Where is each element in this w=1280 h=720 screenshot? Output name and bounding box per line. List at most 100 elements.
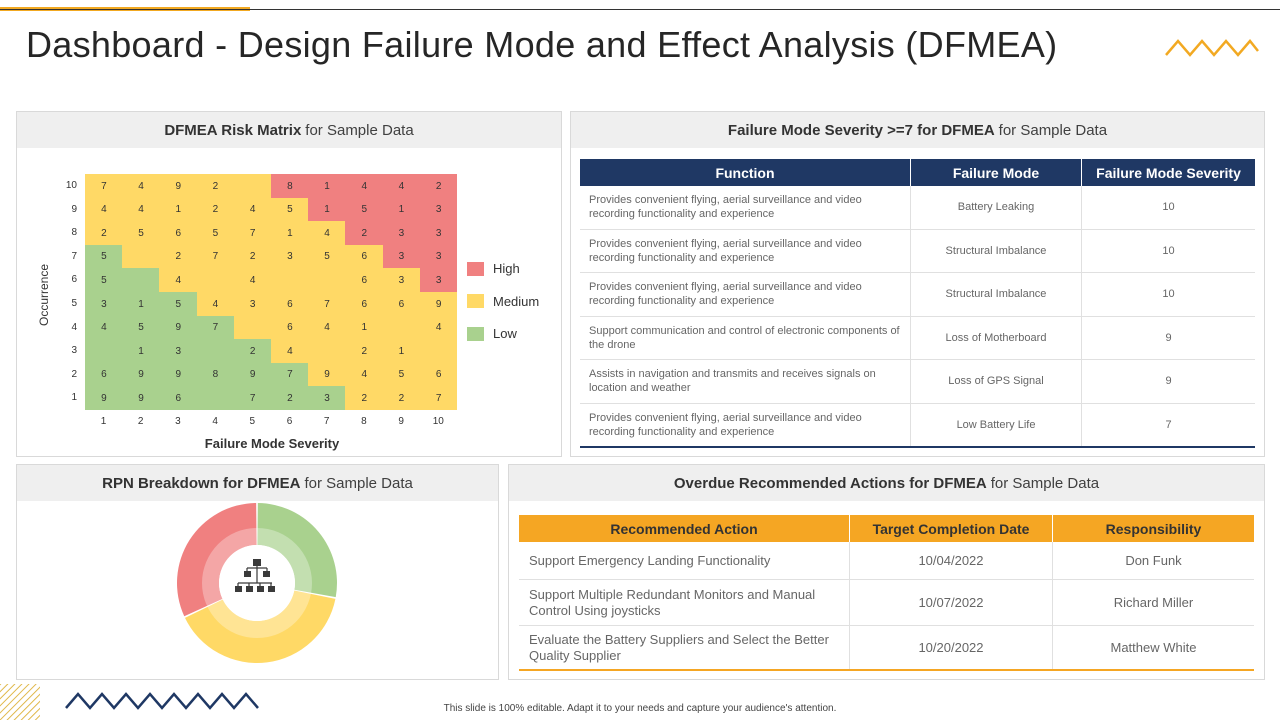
actions-header-date: Target Completion Date (849, 515, 1053, 542)
heatmap-cell: 2 (419, 174, 458, 199)
heatmap-cell (308, 339, 346, 364)
heatmap-cell: 5 (345, 197, 384, 222)
heatmap-cell: 3 (382, 221, 421, 246)
heatmap-cell: 4 (233, 268, 272, 293)
hierarchy-icon (235, 559, 275, 592)
legend-label: Medium (493, 293, 540, 309)
table-row: Assists in navigation and transmits and … (580, 359, 1255, 404)
heatmap-cell: 5 (159, 292, 198, 317)
failure-mode-cell: Low Battery Life (910, 403, 1082, 448)
heatmap-cell: 3 (419, 221, 458, 246)
legend-label: High (493, 261, 520, 276)
table-row: Evaluate the Battery Suppliers and Selec… (519, 625, 1254, 671)
heatmap-cell: 5 (382, 362, 421, 387)
heatmap-cell: 3 (159, 339, 198, 364)
actions-title: Overdue Recommended Actions for DFMEA fo… (509, 465, 1264, 501)
severity-cell: 9 (1081, 316, 1255, 360)
heatmap-cell: 9 (233, 362, 272, 387)
severity-panel: Failure Mode Severity >=7 for DFMEA for … (570, 111, 1265, 457)
failure-mode-cell: Structural Imbalance (910, 229, 1082, 273)
y-tick-label: 9 (71, 203, 77, 215)
heatmap-cell: 7 (196, 315, 235, 340)
severity-cell: 10 (1081, 272, 1255, 317)
heatmap-cell: 4 (308, 315, 346, 340)
actions-header-responsibility: Responsibility (1052, 515, 1254, 542)
action-cell: Support Emergency Landing Functionality (519, 542, 850, 580)
top-rule (0, 9, 1280, 10)
heatmap-cell: 2 (345, 221, 384, 246)
severity-title-rest: for Sample Data (998, 121, 1108, 139)
date-cell: 10/20/2022 (849, 625, 1053, 671)
severity-header-severity: Failure Mode Severity (1081, 159, 1255, 186)
heatmap-cell: 2 (345, 339, 384, 364)
heatmap-cell: 6 (159, 221, 198, 246)
heatmap-cell: 5 (308, 244, 346, 269)
actions-title-rest: for Sample Data (990, 474, 1100, 492)
heatmap-cell: 1 (382, 339, 421, 364)
actions-panel: Overdue Recommended Actions for DFMEA fo… (508, 464, 1265, 680)
heatmap-cell: 3 (419, 244, 458, 269)
heatmap-cell: 9 (122, 362, 160, 387)
page-title: Dashboard - Design Failure Mode and Effe… (26, 24, 1058, 65)
x-tick-label: 1 (100, 416, 107, 427)
heatmap-cell: 1 (308, 197, 346, 222)
heatmap-cell: 2 (271, 386, 309, 411)
heatmap-cell: 4 (122, 197, 160, 222)
date-cell: 10/07/2022 (849, 579, 1053, 626)
heatmap-cell: 1 (122, 292, 160, 317)
heatmap-cell: 4 (85, 197, 123, 222)
heatmap-cell: 7 (233, 386, 272, 411)
heatmap-cell: 4 (345, 174, 384, 199)
heatmap-cell (196, 268, 235, 293)
severity-header-failure-mode: Failure Mode (910, 159, 1082, 186)
heatmap-cell: 1 (159, 197, 198, 222)
heatmap-cell: 4 (271, 339, 309, 364)
y-tick-label: 3 (71, 345, 77, 357)
heatmap-cell: 2 (233, 339, 272, 364)
x-tick-label: 5 (249, 416, 256, 427)
heatmap-cell: 2 (159, 244, 198, 269)
heatmap-cell (233, 174, 272, 199)
risk-heatmap: 7 4 9 2 8 1 4 4 2 10 4 4 1 2 4 5 1 5 1 3 9 2 5 6 5 7 1 4 2 3 3 8 5 2 7 2 3 5 6… (17, 112, 563, 458)
heatmap-cell: 4 (345, 362, 384, 387)
heatmap-cell: 7 (196, 244, 235, 269)
table-row: Provides convenient flying, aerial surve… (580, 272, 1255, 317)
heatmap-cell: 5 (85, 244, 123, 269)
legend-swatch (467, 326, 484, 341)
y-tick-label: 7 (71, 250, 77, 262)
heatmap-cell (122, 244, 160, 269)
heatmap-cell: 6 (382, 292, 421, 317)
heatmap-cell: 6 (345, 292, 384, 317)
actions-table: Recommended Action Target Completion Dat… (519, 515, 1254, 671)
table-row: Support Emergency Landing Functionality 1… (519, 542, 1254, 580)
donut-slice-high (176, 503, 257, 617)
heatmap-cell: 6 (345, 268, 384, 293)
action-cell: Support Multiple Redundant Monitors and … (519, 579, 850, 626)
table-row: Provides convenient flying, aerial surve… (580, 403, 1255, 448)
donut-slice-low (257, 503, 337, 598)
legend-item-high: High (467, 261, 520, 276)
y-tick-label: 1 (71, 392, 77, 404)
heatmap-cell: 9 (159, 315, 198, 340)
heatmap-cell: 9 (122, 386, 160, 411)
heatmap-cell (233, 315, 272, 340)
heatmap-cell: 6 (419, 362, 458, 387)
function-cell: Provides convenient flying, aerial surve… (580, 229, 911, 273)
legend-item-low: Low (467, 326, 517, 341)
table-row: Provides convenient flying, aerial surve… (580, 186, 1255, 230)
heatmap-cell: 9 (308, 362, 346, 387)
severity-table: Function Failure Mode Failure Mode Sever… (580, 159, 1255, 448)
y-tick-label: 6 (71, 274, 77, 286)
table-row: Support communication and control of ele… (580, 316, 1255, 360)
heatmap-cell: 5 (122, 221, 160, 246)
heatmap-cell: 5 (122, 315, 160, 340)
heatmap-cell: 6 (345, 244, 384, 269)
heatmap-cell: 7 (85, 174, 123, 199)
x-tick-label: 9 (398, 416, 404, 427)
action-cell: Evaluate the Battery Suppliers and Selec… (519, 625, 850, 671)
x-tick-label: 7 (323, 416, 330, 427)
actions-header-action: Recommended Action (519, 515, 850, 542)
heatmap-cell: 6 (159, 386, 198, 411)
y-tick-label: 4 (71, 321, 77, 333)
